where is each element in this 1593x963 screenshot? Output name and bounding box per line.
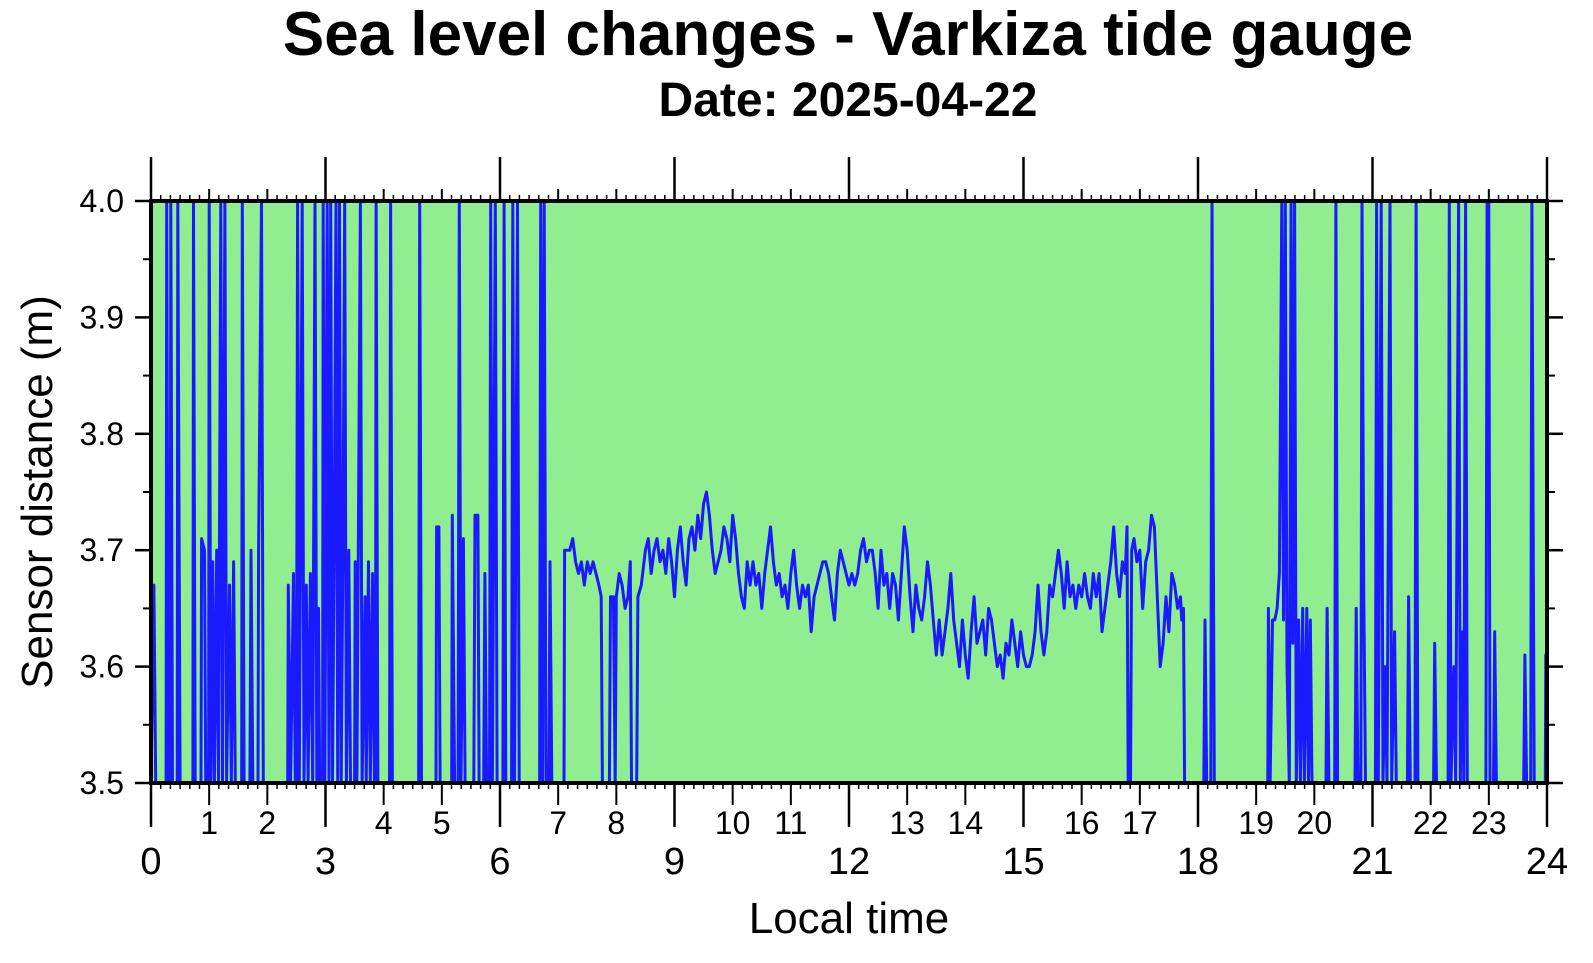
x-axis-label: Local time xyxy=(749,894,950,943)
x-hour-tick-label: 13 xyxy=(889,805,925,841)
y-tick-label: 4.0 xyxy=(80,183,124,219)
series-layer xyxy=(149,199,1548,785)
x-major-tick-label: 21 xyxy=(1351,841,1393,883)
plot-background xyxy=(151,201,1547,783)
x-hour-tick-label: 23 xyxy=(1471,805,1507,841)
x-hour-tick-label: 4 xyxy=(375,805,393,841)
x-hour-tick-label: 14 xyxy=(948,805,984,841)
chart-title: Sea level changes - Varkiza tide gauge xyxy=(283,0,1413,69)
y-tick-label: 3.9 xyxy=(80,299,124,335)
x-hour-tick-label: 20 xyxy=(1297,805,1333,841)
x-hour-tick-label: 8 xyxy=(607,805,625,841)
x-major-tick-label: 15 xyxy=(1002,841,1044,883)
chart-subtitle: Date: 2025-04-22 xyxy=(659,74,1038,127)
x-major-tick-label: 0 xyxy=(140,841,161,883)
x-hour-tick-label: 1 xyxy=(200,805,218,841)
x-hour-tick-label: 19 xyxy=(1238,805,1274,841)
x-hour-tick-label: 17 xyxy=(1122,805,1158,841)
x-hour-tick-label: 16 xyxy=(1064,805,1100,841)
x-major-tick-label: 6 xyxy=(489,841,510,883)
x-hour-tick-label: 10 xyxy=(715,805,751,841)
x-hour-tick-label: 2 xyxy=(258,805,276,841)
x-hour-tick-label: 5 xyxy=(433,805,451,841)
axes-layer: 1 2 4 5 7 8 10 11 13 14 16 17 19 20 22 230 3 6 9 12 15 18 21 24… xyxy=(80,157,1568,883)
x-hour-tick-label: 11 xyxy=(774,805,807,841)
series-line-1 xyxy=(149,199,1548,785)
x-major-tick-label: 9 xyxy=(664,841,685,883)
x-hour-tick-label: 7 xyxy=(549,805,567,841)
plot-frame xyxy=(149,199,1549,785)
y-tick-label: 3.5 xyxy=(80,765,124,801)
x-major-tick-label: 12 xyxy=(828,841,870,883)
y-tick-label: 3.8 xyxy=(80,416,124,452)
x-hour-tick-label: 22 xyxy=(1413,805,1449,841)
x-major-tick-label: 3 xyxy=(315,841,336,883)
y-tick-label: 3.6 xyxy=(80,649,124,685)
y-tick-label: 3.7 xyxy=(80,532,124,568)
y-axis-label: Sensor distance (m) xyxy=(13,295,62,689)
x-major-tick-label: 24 xyxy=(1526,841,1568,883)
x-major-tick-label: 18 xyxy=(1177,841,1219,883)
